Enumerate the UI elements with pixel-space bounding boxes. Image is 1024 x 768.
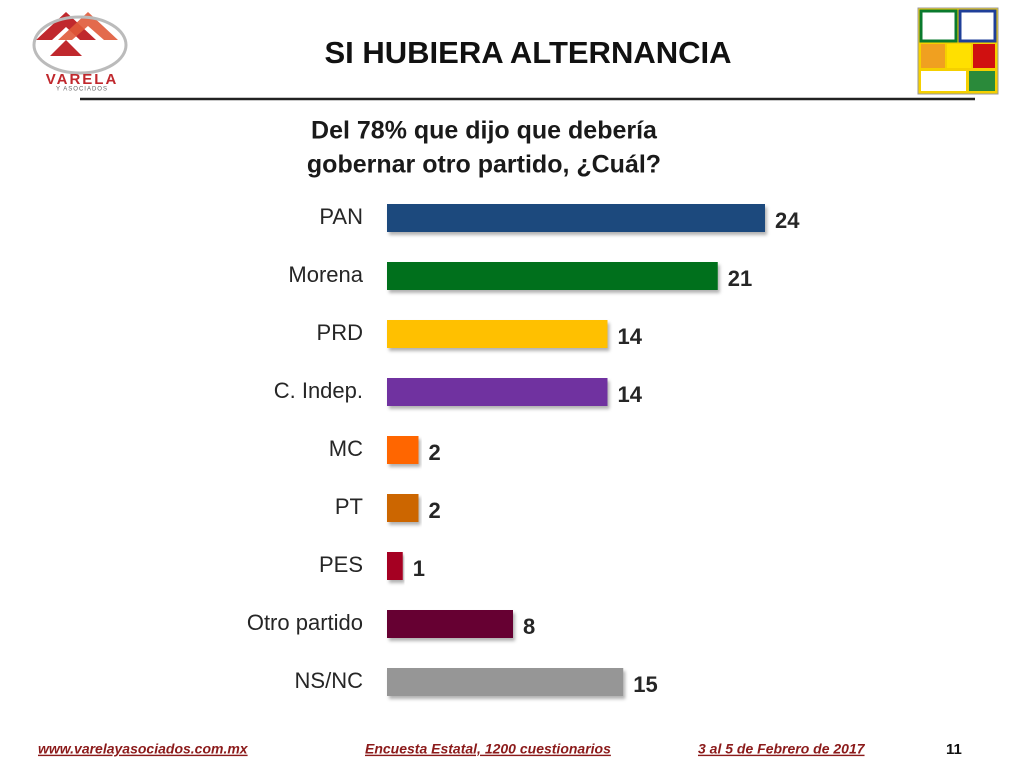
chart-title-line: gobernar otro partido, ¿Cuál? <box>307 151 661 179</box>
company-logo: VARELA Y ASOCIADOS <box>32 12 128 93</box>
value-label: 14 <box>618 324 643 349</box>
value-label: 2 <box>429 498 441 523</box>
bars: PAN 24 Morena 21 PRD 14 C. Indep. 14 MC 2 PT 2 PES 1 O… <box>247 204 800 697</box>
slide-title: SI HUBIERA ALTERNANCIA <box>324 35 731 70</box>
category-label: Otro partido <box>247 610 363 635</box>
category-label: C. Indep. <box>274 378 363 403</box>
footer-website: www.varelayasociados.com.mx <box>38 741 249 757</box>
category-label: Morena <box>288 262 363 287</box>
bar <box>387 262 718 290</box>
category-label: PAN <box>319 204 363 229</box>
bar <box>387 204 765 232</box>
chart-title-line: Del 78% que dijo que debería <box>311 117 658 145</box>
bar <box>387 552 403 580</box>
bar <box>387 320 608 348</box>
category-label: PT <box>335 494 363 519</box>
value-label: 15 <box>633 672 657 697</box>
value-label: 8 <box>523 614 535 639</box>
category-label: MC <box>329 436 363 461</box>
chart-title: Del 78% que dijo que debería gobernar otr… <box>307 117 661 179</box>
category-label: NS/NC <box>295 668 364 693</box>
bar <box>387 494 419 522</box>
value-label: 2 <box>429 440 441 465</box>
footer-date: 3 al 5 de Febrero de 2017 <box>698 741 866 757</box>
bar <box>387 378 608 406</box>
value-label: 21 <box>728 266 752 291</box>
value-label: 14 <box>618 382 643 407</box>
bar <box>387 610 513 638</box>
bar <box>387 668 624 696</box>
category-label: PRD <box>317 320 363 345</box>
logo-subtext: Y ASOCIADOS <box>56 87 108 93</box>
footer-survey: Encuesta Estatal, 1200 cuestionarios <box>365 741 611 757</box>
value-label: 24 <box>775 208 800 233</box>
bar <box>387 436 419 464</box>
logo-text: VARELA <box>46 71 119 88</box>
category-label: PES <box>319 552 363 577</box>
page-number: 11 <box>946 741 962 758</box>
party-logos <box>917 7 999 95</box>
value-label: 1 <box>413 556 425 581</box>
